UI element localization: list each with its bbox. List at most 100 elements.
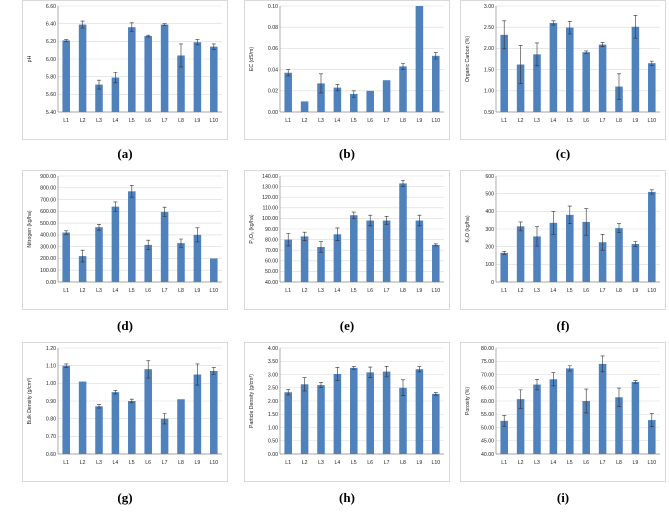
error-bar (80, 20, 85, 29)
x-tick-label: L3 (318, 118, 324, 124)
bar (432, 55, 440, 112)
error-bar (113, 71, 118, 84)
bar (95, 406, 103, 454)
bar (631, 244, 640, 282)
y-tick-label: 1.10 (46, 363, 56, 369)
error-bar (64, 230, 69, 235)
bar (598, 363, 607, 454)
error-bar (567, 205, 572, 224)
bar (631, 381, 640, 454)
y-tick-label: 1.00 (46, 381, 56, 387)
chart-panel-5: 40.00 50.00 60.00 70.00 80.00 90.00 100.00 110.… (244, 170, 450, 334)
x-tick-label: L10 (209, 118, 218, 124)
y-tick-label: 200.00 (40, 256, 56, 262)
y-tick-label: 120.00 (262, 195, 278, 201)
x-tick-label: L5 (129, 288, 135, 294)
x-tick-label: L6 (367, 460, 373, 466)
x-tick-label: L1 (63, 288, 69, 294)
error-bar (97, 79, 101, 90)
bar (415, 369, 424, 454)
bar (317, 385, 325, 454)
bar (317, 247, 325, 282)
bar-chart: 0.60 0.70 0.80 0.90 1.00 1.10 1.20 Bulk Density… (22, 342, 228, 482)
bar (193, 234, 202, 282)
bar (177, 399, 185, 454)
bar (415, 220, 424, 282)
y-tick-label: 1.00 (484, 89, 494, 95)
bar-chart: 0.00 0.50 1.00 1.50 2.00 2.50 3.00 3.50 4.00 Part… (244, 342, 450, 482)
error-bar (195, 227, 200, 243)
x-tick-label: L10 (431, 288, 440, 294)
y-tick-label: 80.00 (481, 346, 494, 352)
error-bar (518, 389, 523, 409)
error-bar (146, 239, 151, 250)
bar (399, 387, 407, 454)
x-tick-label: L8 (616, 460, 622, 466)
bar-chart: 5.40 5.60 5.80 6.00 6.20 6.40 6.60 pH L1 L2 L3 L4 L5… (22, 0, 228, 140)
y-tick-label: 2.00 (484, 46, 494, 52)
x-tick-label: L9 (195, 118, 201, 124)
y-tick-label: 0.60 (46, 452, 56, 458)
x-tick-label: L2 (80, 460, 86, 466)
x-tick-label: L5 (567, 460, 573, 466)
x-tick-label: L1 (285, 118, 291, 124)
panel-label: (c) (555, 146, 571, 161)
x-tick-label: L5 (351, 460, 357, 466)
y-tick-label: 5.40 (46, 110, 56, 116)
x-tick-label: L2 (518, 460, 524, 466)
y-tick-label: 2.50 (268, 386, 278, 392)
y-tick-label: 400 (485, 209, 494, 215)
error-bar (617, 73, 621, 100)
chart-panel-9: 40.00 45.00 50.00 55.00 60.00 65.00 70.00 75.00… (460, 342, 666, 506)
bar (350, 367, 358, 454)
bar (128, 191, 136, 282)
x-tick-label: L8 (616, 288, 622, 294)
chart-frame (244, 170, 450, 310)
error-bar (286, 69, 291, 77)
y-tick-label: 400.00 (40, 233, 56, 239)
x-tick-label: L3 (534, 118, 540, 124)
x-tick-label: L1 (501, 118, 507, 124)
error-bar (584, 208, 589, 236)
y-tick-label: 2.50 (484, 25, 494, 31)
bar (566, 214, 574, 282)
x-tick-label: L9 (417, 460, 423, 466)
x-tick-label: L2 (302, 460, 308, 466)
x-tick-label: L4 (551, 118, 557, 124)
y-axis-label: Porosity (%) (465, 387, 471, 416)
error-bar (113, 390, 118, 395)
error-bar (502, 20, 507, 50)
y-tick-label: 0.50 (484, 110, 494, 116)
x-tick-label: L6 (583, 118, 589, 124)
y-tick-label: 0.06 (268, 46, 278, 52)
bar (160, 24, 169, 112)
error-bar (649, 60, 654, 66)
error-bar (302, 377, 307, 392)
error-bar (195, 39, 200, 46)
y-tick-label: 4.00 (268, 346, 278, 352)
error-bar (600, 234, 605, 251)
y-tick-label: 1.00 (268, 425, 278, 431)
bar (500, 34, 508, 112)
panel-label: (f) (556, 318, 570, 333)
x-tick-label: L10 (209, 460, 218, 466)
bar (533, 384, 541, 454)
x-tick-label: L7 (162, 118, 168, 124)
x-tick-label: L5 (129, 460, 135, 466)
error-bar (401, 62, 405, 70)
y-tick-label: 1.50 (484, 67, 494, 73)
error-bar (129, 185, 134, 198)
bar (382, 80, 391, 112)
x-tick-label: L5 (567, 118, 573, 124)
error-bar (567, 20, 572, 35)
bar (350, 215, 358, 282)
error-bar (633, 15, 638, 39)
x-tick-label: L7 (384, 460, 390, 466)
error-bar (584, 388, 589, 414)
error-bar (179, 238, 183, 248)
error-bar (335, 227, 340, 241)
error-bar (649, 189, 654, 195)
x-tick-label: L2 (80, 118, 86, 124)
y-tick-label: 0.00 (46, 280, 56, 286)
error-bar (129, 22, 134, 32)
